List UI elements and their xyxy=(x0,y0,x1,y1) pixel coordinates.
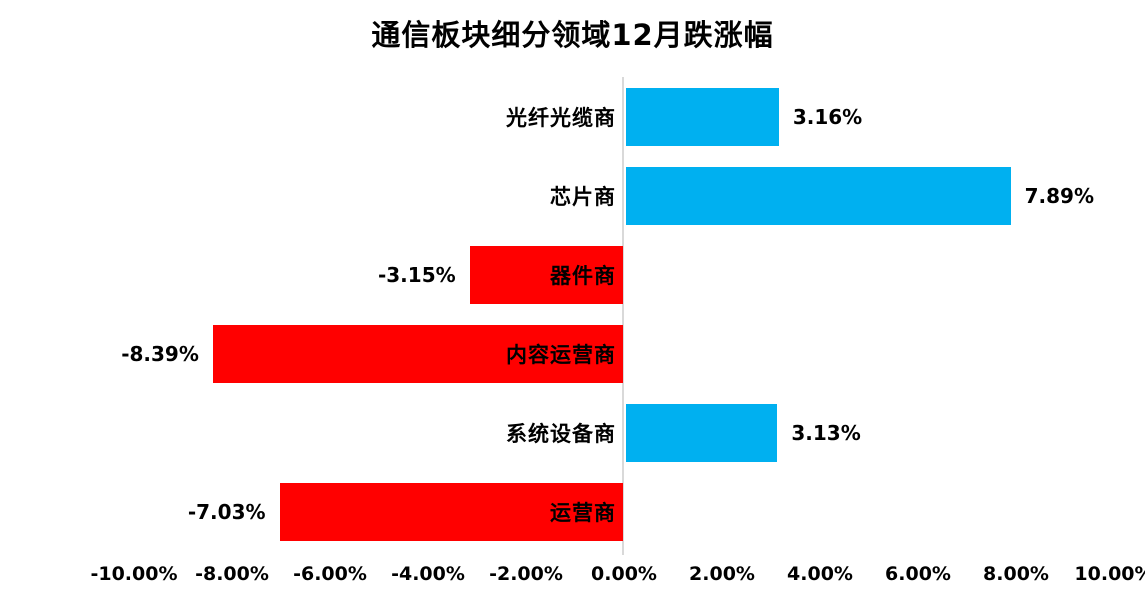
category-label-2: 器件商 xyxy=(550,264,616,288)
value-label-2: -3.15% xyxy=(377,263,456,287)
chart-bar-0 xyxy=(626,88,779,146)
x-tick-label-2: -6.00% xyxy=(293,563,367,585)
chart-bar-3 xyxy=(212,325,623,383)
x-tick-label-9: 8.00% xyxy=(983,563,1049,585)
x-tick-label-6: 2.00% xyxy=(689,563,755,585)
value-label-1: 7.89% xyxy=(1024,184,1094,208)
x-tick-label-3: -4.00% xyxy=(391,563,465,585)
category-label-1: 芯片商 xyxy=(550,185,616,209)
chart-bar-1 xyxy=(626,167,1011,225)
chart-bar-4 xyxy=(626,404,778,462)
x-tick-label-8: 6.00% xyxy=(885,563,951,585)
category-label-5: 运营商 xyxy=(550,501,616,525)
x-tick-label-4: -2.00% xyxy=(489,563,563,585)
category-label-0: 光纤光缆商 xyxy=(506,106,616,130)
category-label-4: 系统设备商 xyxy=(506,422,616,446)
value-label-5: -7.03% xyxy=(187,500,266,524)
value-label-4: 3.13% xyxy=(791,421,861,445)
category-label-3: 内容运营商 xyxy=(506,343,616,367)
x-tick-label-10: 10.00% xyxy=(1074,563,1145,585)
value-label-0: 3.16% xyxy=(792,105,863,129)
x-tick-label-0: -10.00% xyxy=(90,563,178,585)
zero-axis-line xyxy=(622,77,624,555)
value-label-3: -8.39% xyxy=(121,342,199,366)
x-tick-label-7: 4.00% xyxy=(787,563,853,585)
x-tick-label-1: -8.00% xyxy=(195,563,269,585)
chart-title: 通信板块细分领域12月跌涨幅 xyxy=(371,18,774,52)
chart-bar-2 xyxy=(469,246,623,304)
x-tick-label-5: 0.00% xyxy=(591,563,657,585)
chart-bar-5 xyxy=(279,483,623,541)
